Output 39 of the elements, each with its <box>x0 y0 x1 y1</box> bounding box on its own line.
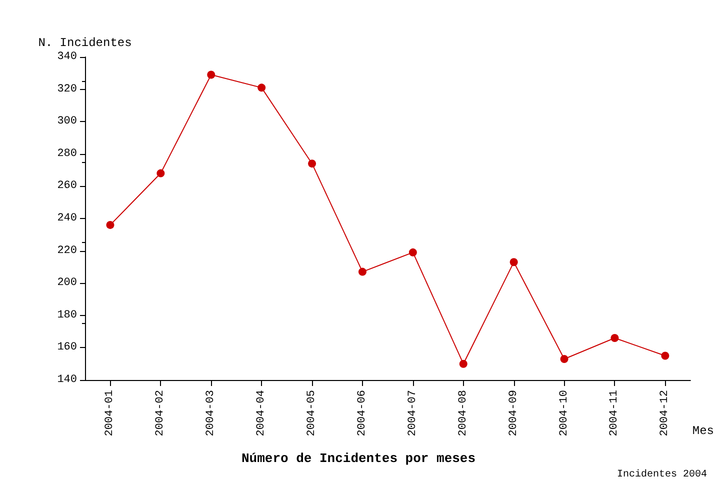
x-tick-label: 2004-01 <box>104 390 116 436</box>
x-tick-label: 2004-06 <box>356 390 368 436</box>
x-tick-label: 2004-12 <box>659 390 672 436</box>
text: Número de Incidentes por meses <box>241 451 476 466</box>
y-tick-label: 240 <box>57 212 77 224</box>
y-tick-label: 280 <box>57 148 77 160</box>
x-axis-title: Mes <box>692 424 714 438</box>
point <box>156 169 165 178</box>
x-tick-label: 2004-09 <box>508 390 520 436</box>
x-tick-label: 2004-03 <box>205 390 218 436</box>
text: Incidentes 2004 <box>616 468 707 480</box>
y-tick-label: 340 <box>57 51 77 63</box>
y-tick-label: 260 <box>57 180 77 192</box>
x-tick-label: 2004-11 <box>608 390 621 436</box>
point <box>610 334 619 342</box>
point <box>510 258 518 266</box>
x-tick-label: 2004-05 <box>306 390 318 436</box>
y-tick-label: 180 <box>57 309 77 322</box>
point <box>308 160 316 168</box>
y-tick-label: 220 <box>57 244 77 257</box>
point <box>560 355 568 364</box>
point <box>258 84 266 92</box>
y-axis-title: N. Incidentes <box>38 36 132 50</box>
x-tick-label: 2004-04 <box>256 390 268 436</box>
x-tick-label: 2004-10 <box>558 390 570 436</box>
point <box>207 70 216 79</box>
y-tick-label: 140 <box>57 374 77 386</box>
point <box>358 268 366 276</box>
point <box>106 220 114 229</box>
y-tick-label: 200 <box>57 277 77 290</box>
y-tick-label: 160 <box>57 342 77 354</box>
point <box>661 352 670 360</box>
x-tick-label: 2004-08 <box>457 390 470 436</box>
point <box>459 360 468 368</box>
y-tick-label: 300 <box>57 116 77 128</box>
y-tick-label: 320 <box>57 83 77 96</box>
point <box>408 248 417 256</box>
x-tick-label: 2004-02 <box>154 390 167 436</box>
x-tick-label: 2004-07 <box>406 390 419 436</box>
